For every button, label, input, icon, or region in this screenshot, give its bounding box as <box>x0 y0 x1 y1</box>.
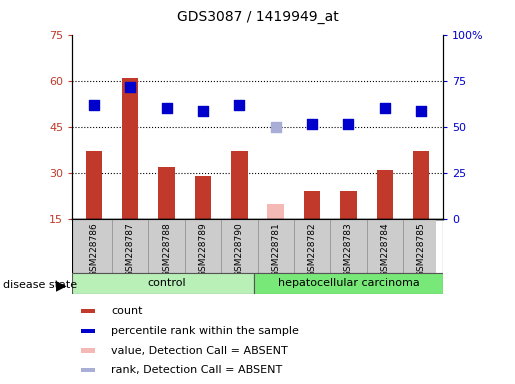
Text: GSM228787: GSM228787 <box>126 223 135 277</box>
Text: GSM228782: GSM228782 <box>307 223 317 277</box>
Bar <box>122 78 139 219</box>
Point <box>90 102 98 108</box>
Bar <box>304 191 320 219</box>
Bar <box>254 273 443 294</box>
Text: disease state: disease state <box>3 280 77 290</box>
Text: GSM228781: GSM228781 <box>271 223 280 277</box>
Text: rank, Detection Call = ABSENT: rank, Detection Call = ABSENT <box>111 365 282 375</box>
Text: GSM228783: GSM228783 <box>344 223 353 277</box>
Point <box>271 124 280 130</box>
Text: GSM228789: GSM228789 <box>198 223 208 277</box>
Bar <box>72 273 254 294</box>
Text: GSM228786: GSM228786 <box>90 223 98 277</box>
Text: ▶: ▶ <box>56 278 66 292</box>
Text: percentile rank within the sample: percentile rank within the sample <box>111 326 299 336</box>
Bar <box>81 348 95 353</box>
Text: GSM228785: GSM228785 <box>417 223 425 277</box>
Bar <box>267 204 284 219</box>
Text: value, Detection Call = ABSENT: value, Detection Call = ABSENT <box>111 346 288 356</box>
Point <box>163 105 171 111</box>
Bar <box>81 329 95 333</box>
Text: GSM228784: GSM228784 <box>380 223 389 277</box>
Bar <box>376 170 393 219</box>
Text: GSM228790: GSM228790 <box>235 223 244 277</box>
Bar <box>159 167 175 219</box>
Bar <box>413 151 430 219</box>
Text: count: count <box>111 306 143 316</box>
Bar <box>340 191 356 219</box>
Bar <box>81 368 95 372</box>
Point <box>126 84 134 90</box>
Point <box>417 108 425 114</box>
Text: hepatocellular carcinoma: hepatocellular carcinoma <box>278 278 419 288</box>
Bar <box>85 151 102 219</box>
Text: GDS3087 / 1419949_at: GDS3087 / 1419949_at <box>177 10 338 23</box>
Point <box>199 108 207 114</box>
Point <box>344 121 352 127</box>
Bar <box>231 151 248 219</box>
Text: control: control <box>147 278 186 288</box>
Point <box>308 121 316 127</box>
Bar <box>81 309 95 313</box>
Point <box>235 102 244 108</box>
Bar <box>195 176 211 219</box>
Point <box>381 105 389 111</box>
Text: GSM228788: GSM228788 <box>162 223 171 277</box>
